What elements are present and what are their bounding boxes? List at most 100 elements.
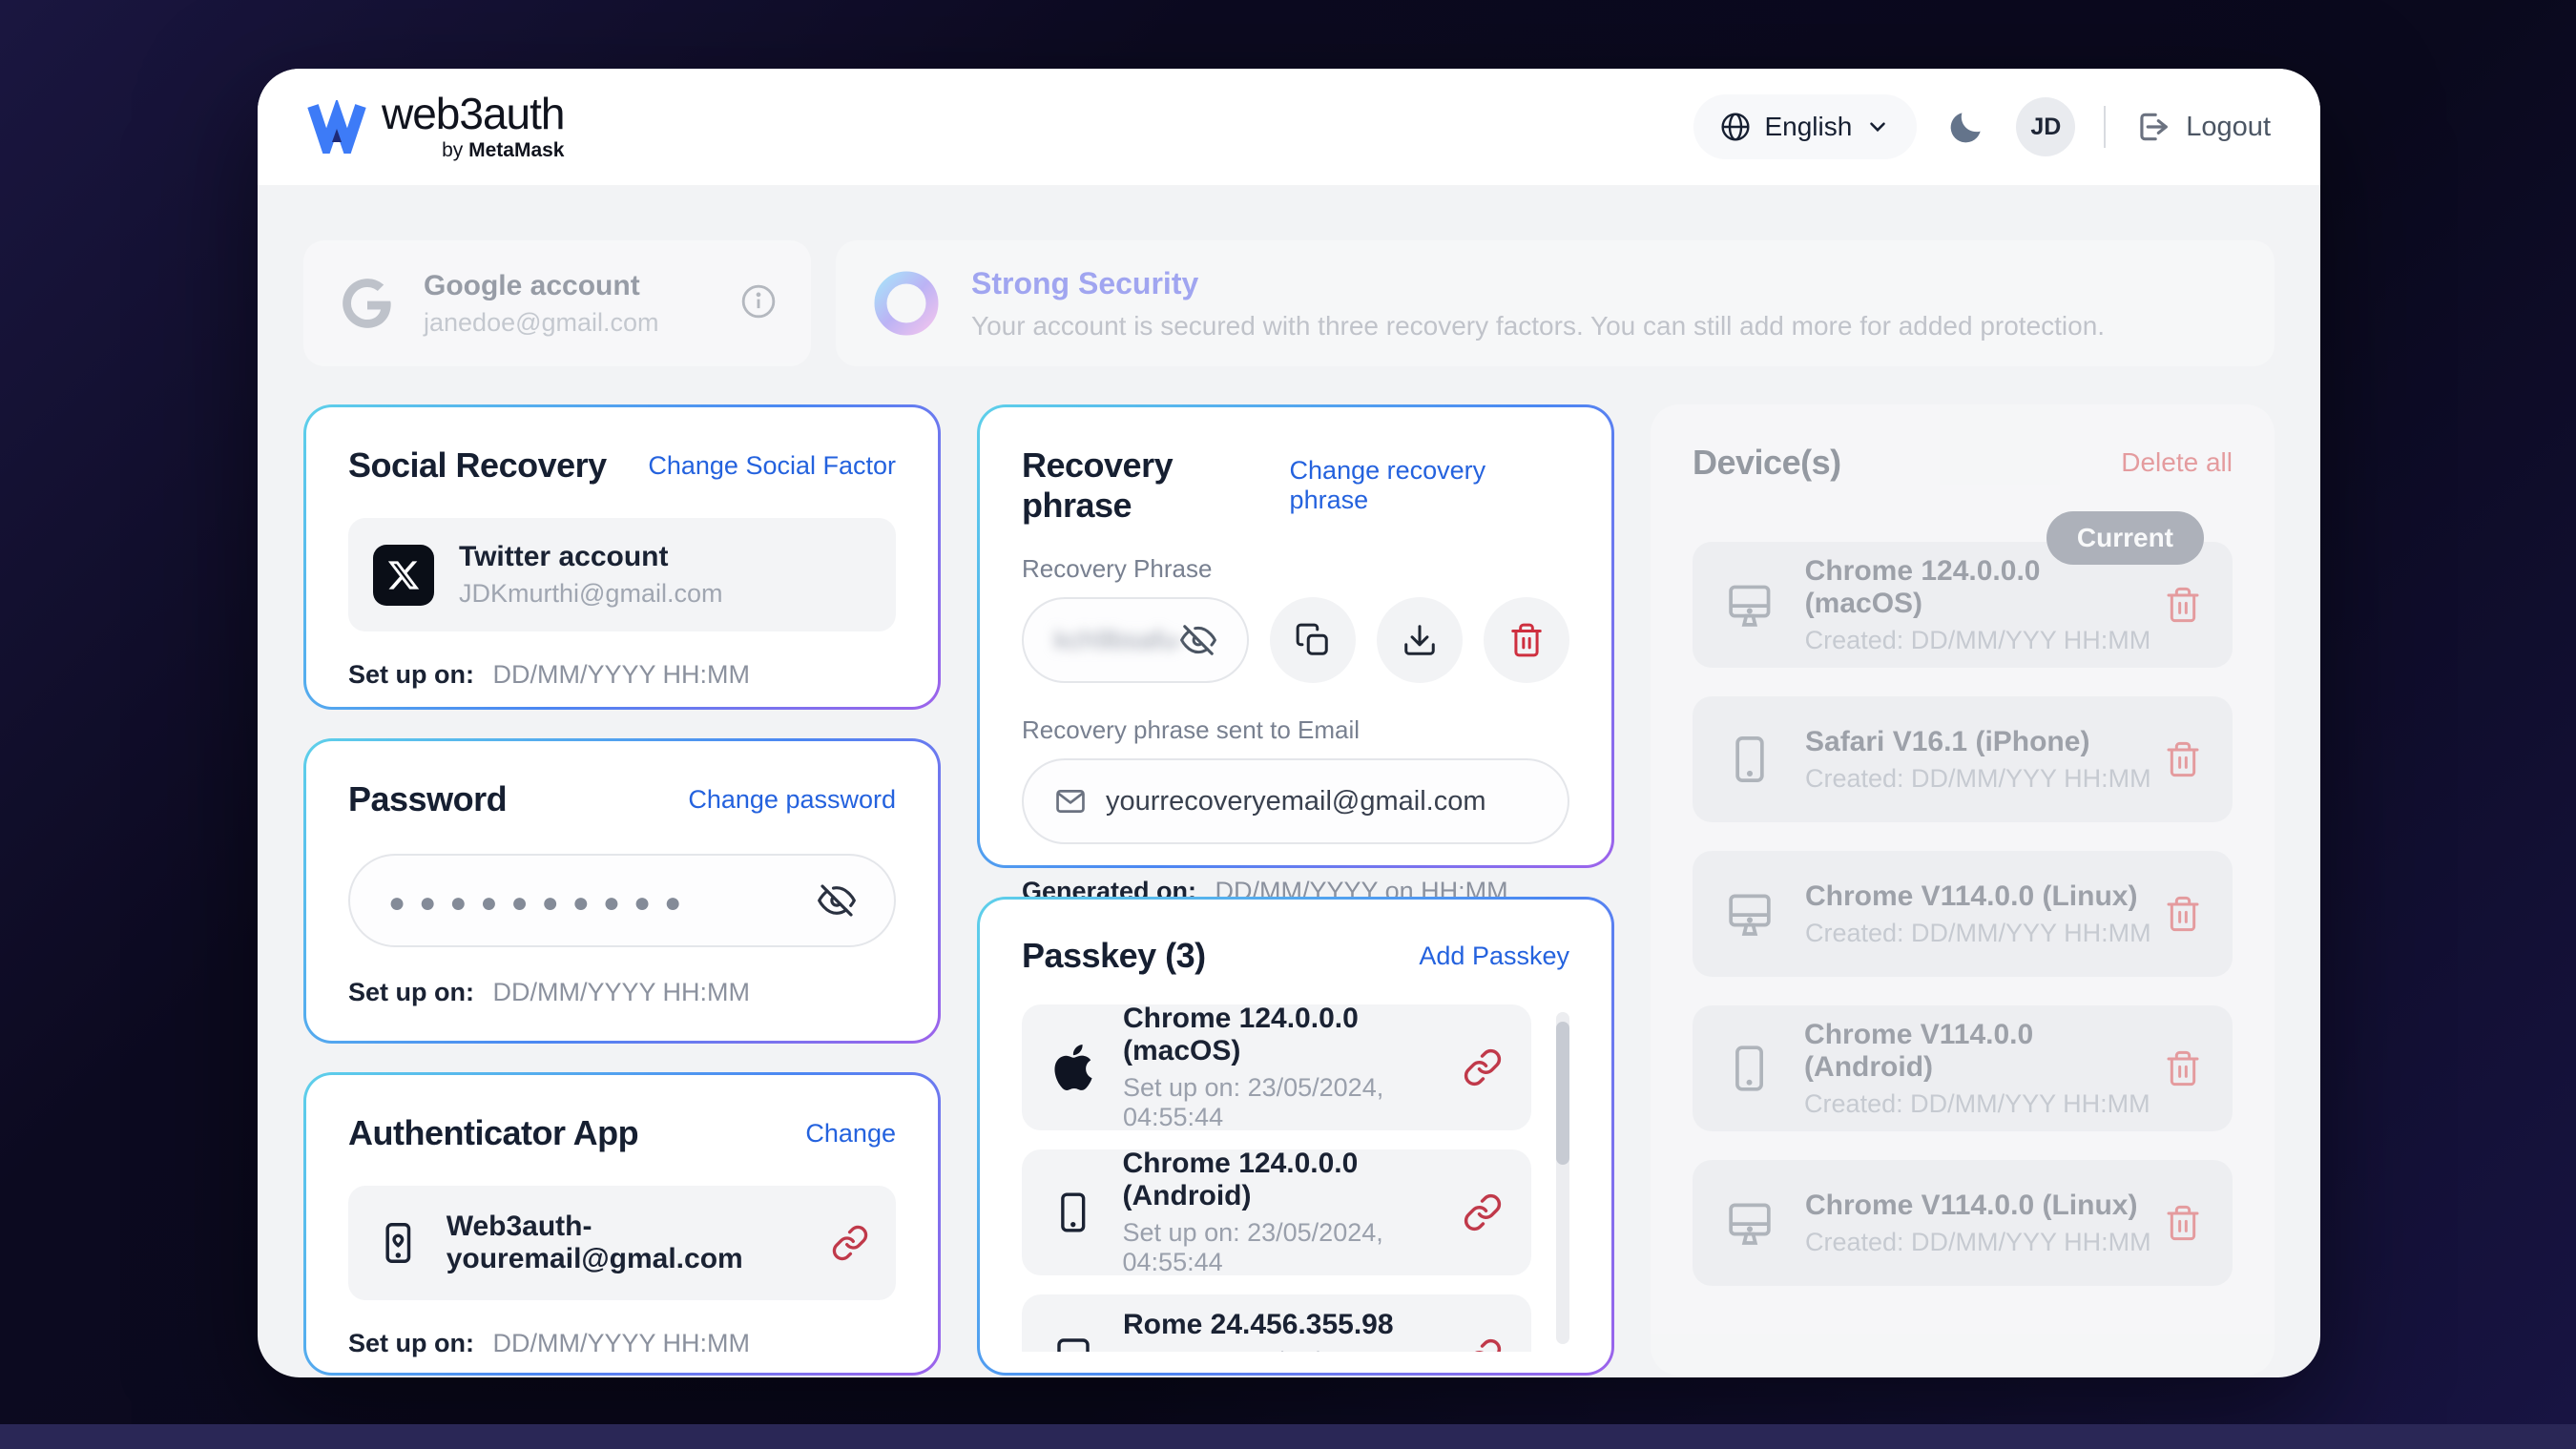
setup-on-label: Set up on: bbox=[348, 1329, 474, 1357]
password-card: Password Change password ●●●●●●●●●● Set … bbox=[303, 738, 941, 1044]
unlink-authenticator-button[interactable] bbox=[831, 1224, 869, 1262]
user-avatar[interactable]: JD bbox=[2016, 97, 2076, 156]
trash-icon bbox=[2167, 741, 2199, 777]
trash-icon bbox=[2167, 1050, 2199, 1087]
setup-on-value: DD/MM/YYYY HH:MM bbox=[492, 978, 751, 1006]
add-passkey-link[interactable]: Add Passkey bbox=[1419, 941, 1569, 970]
google-account-email: janedoe@gmail.com bbox=[424, 307, 659, 337]
copy-phrase-button[interactable] bbox=[1270, 597, 1356, 683]
passkey-meta: Set up on: 23/05/2024, 04:55:44 bbox=[1123, 1347, 1463, 1352]
device-name: Chrome 124.0.0.0 (macOS) bbox=[1804, 554, 2041, 619]
desktop-icon bbox=[1729, 1203, 1771, 1245]
delete-device-button[interactable] bbox=[2164, 1049, 2202, 1087]
unlink-passkey-button[interactable] bbox=[1463, 1192, 1503, 1232]
passkey-meta: Set up on: 23/05/2024, 04:55:44 bbox=[1122, 1073, 1384, 1131]
twitter-account-email: JDKmurthi@gmail.com bbox=[459, 579, 723, 608]
delete-all-devices-link[interactable]: Delete all bbox=[2121, 447, 2233, 477]
toggle-phrase-visibility-button[interactable] bbox=[1180, 622, 1216, 658]
device-meta: Created: DD/MM/YYY HH:MM bbox=[1805, 918, 2151, 947]
delete-device-button[interactable] bbox=[2164, 895, 2202, 933]
trash-icon bbox=[2167, 1205, 2199, 1241]
apple-icon bbox=[1054, 1045, 1092, 1090]
twitter-account-name: Twitter account bbox=[459, 541, 669, 572]
authenticator-account-label: Web3auth-youremail@gmal.com bbox=[446, 1211, 743, 1274]
generated-on-label: Generated on: bbox=[1022, 877, 1197, 905]
device-meta: Created: DD/MM/YYY HH:MM bbox=[1804, 1088, 2150, 1118]
devices-title: Device(s) bbox=[1693, 443, 1841, 482]
change-social-factor-link[interactable]: Change Social Factor bbox=[648, 450, 896, 480]
web3auth-logo-icon bbox=[307, 100, 366, 154]
unlink-passkey-button[interactable] bbox=[1463, 1047, 1503, 1087]
link-icon bbox=[1464, 1193, 1502, 1232]
eye-off-icon bbox=[818, 884, 856, 917]
recovery-email-label: Recovery phrase sent to Email bbox=[1022, 715, 1361, 744]
passkey-name: Rome 24.456.355.98 bbox=[1122, 1309, 1394, 1340]
password-title: Password bbox=[348, 779, 508, 818]
passkey-row: Chrome 124.0.0.0 (macOS) Set up on: 23/0… bbox=[1022, 1004, 1531, 1131]
download-phrase-button[interactable] bbox=[1377, 597, 1463, 683]
bottom-glow bbox=[0, 1424, 2576, 1449]
logout-label: Logout bbox=[2186, 111, 2271, 142]
recovery-email-value: yourrecoveryemail@gmail.com bbox=[1106, 785, 1486, 817]
security-status-banner: Strong Security Your account is secured … bbox=[836, 240, 2275, 366]
setup-on-value: DD/MM/YYYY HH:MM bbox=[492, 660, 751, 689]
desktop-icon bbox=[1729, 585, 1771, 627]
link-icon bbox=[1464, 1048, 1502, 1087]
trash-icon bbox=[1511, 623, 1542, 657]
passkey-row: Chrome 124.0.0.0 (Android) Set up on: 23… bbox=[1022, 1148, 1531, 1276]
device-meta: Created: DD/MM/YYY HH:MM bbox=[1804, 625, 2151, 654]
security-status-title: Strong Security bbox=[971, 265, 1199, 300]
setup-on-label: Set up on: bbox=[348, 978, 474, 1006]
trash-icon bbox=[2167, 896, 2199, 932]
setup-on-value: DD/MM/YYYY HH:MM bbox=[492, 1329, 751, 1357]
phone-icon bbox=[1061, 1192, 1086, 1232]
info-icon[interactable] bbox=[740, 283, 777, 320]
google-account-banner: Google account janedoe@gmail.com bbox=[303, 240, 811, 366]
passkey-scrollbar[interactable] bbox=[1556, 1012, 1569, 1344]
generated-on-value: DD/MM/YYYY on HH:MM bbox=[1215, 877, 1508, 905]
recovery-phrase-title: Recovery phrase bbox=[1022, 445, 1174, 525]
language-selector[interactable]: English bbox=[1693, 94, 1918, 159]
device-row: Chrome V114.0.0 (Android) Created: DD/MM… bbox=[1693, 1005, 2233, 1131]
password-masked-value: ●●●●●●●●●● bbox=[388, 887, 696, 919]
copy-icon bbox=[1296, 623, 1328, 655]
download-icon bbox=[1404, 625, 1435, 655]
setup-on-label: Set up on: bbox=[348, 660, 474, 689]
google-account-title: Google account bbox=[424, 269, 640, 301]
dark-mode-toggle[interactable] bbox=[1945, 106, 1987, 148]
language-label: English bbox=[1764, 112, 1853, 141]
device-meta: Created: DD/MM/YYY HH:MM bbox=[1805, 1227, 2151, 1256]
mail-icon bbox=[1056, 790, 1085, 813]
device-row: Current Chrome 124.0.0.0 (macOS) Created… bbox=[1693, 511, 2233, 668]
tablet-icon bbox=[1057, 1338, 1090, 1352]
brand-name: web3auth bbox=[382, 89, 565, 138]
unlink-passkey-button[interactable] bbox=[1463, 1337, 1503, 1352]
logout-button[interactable]: Logout bbox=[2134, 109, 2271, 145]
header-divider bbox=[2104, 106, 2107, 148]
change-recovery-phrase-link[interactable]: Change recovery phrase bbox=[1289, 456, 1486, 514]
passkey-title: Passkey (3) bbox=[1022, 936, 1206, 975]
passkey-meta: Set up on: 23/05/2024, 04:55:44 bbox=[1122, 1218, 1383, 1276]
recovery-email-field[interactable]: yourrecoveryemail@gmail.com bbox=[1022, 758, 1569, 844]
passkey-scrollbar-thumb[interactable] bbox=[1556, 1022, 1569, 1165]
delete-device-button[interactable] bbox=[2164, 740, 2202, 778]
device-row: Chrome V114.0.0 (Linux) Created: DD/MM/Y… bbox=[1693, 1160, 2233, 1286]
authenticator-phone-icon bbox=[385, 1223, 411, 1263]
recovery-phrase-label: Recovery Phrase bbox=[1022, 554, 1213, 583]
main-window: web3auth by MetaMask English JD bbox=[258, 69, 2320, 1377]
password-field[interactable]: ●●●●●●●●●● bbox=[348, 854, 896, 947]
recovery-phrase-field[interactable]: kch9bsafu433049j... bbox=[1022, 597, 1249, 683]
social-recovery-card: Social Recovery Change Social Factor Twi… bbox=[303, 404, 941, 710]
change-password-link[interactable]: Change password bbox=[688, 784, 896, 814]
devices-panel: Device(s) Delete all Current Chrome 124.… bbox=[1651, 404, 2275, 1376]
toggle-password-visibility-button[interactable] bbox=[818, 881, 856, 920]
change-authenticator-link[interactable]: Change bbox=[805, 1118, 896, 1148]
device-name: Chrome V114.0.0 (Linux) bbox=[1805, 880, 2138, 912]
desktop-icon bbox=[1729, 894, 1771, 936]
delete-phrase-button[interactable] bbox=[1484, 597, 1569, 683]
x-twitter-icon bbox=[387, 560, 420, 590]
phone-icon bbox=[1735, 735, 1764, 783]
delete-device-button[interactable] bbox=[2164, 1204, 2202, 1242]
delete-device-button[interactable] bbox=[2164, 586, 2202, 624]
passkey-name: Chrome 124.0.0.0 (Android) bbox=[1122, 1148, 1359, 1211]
